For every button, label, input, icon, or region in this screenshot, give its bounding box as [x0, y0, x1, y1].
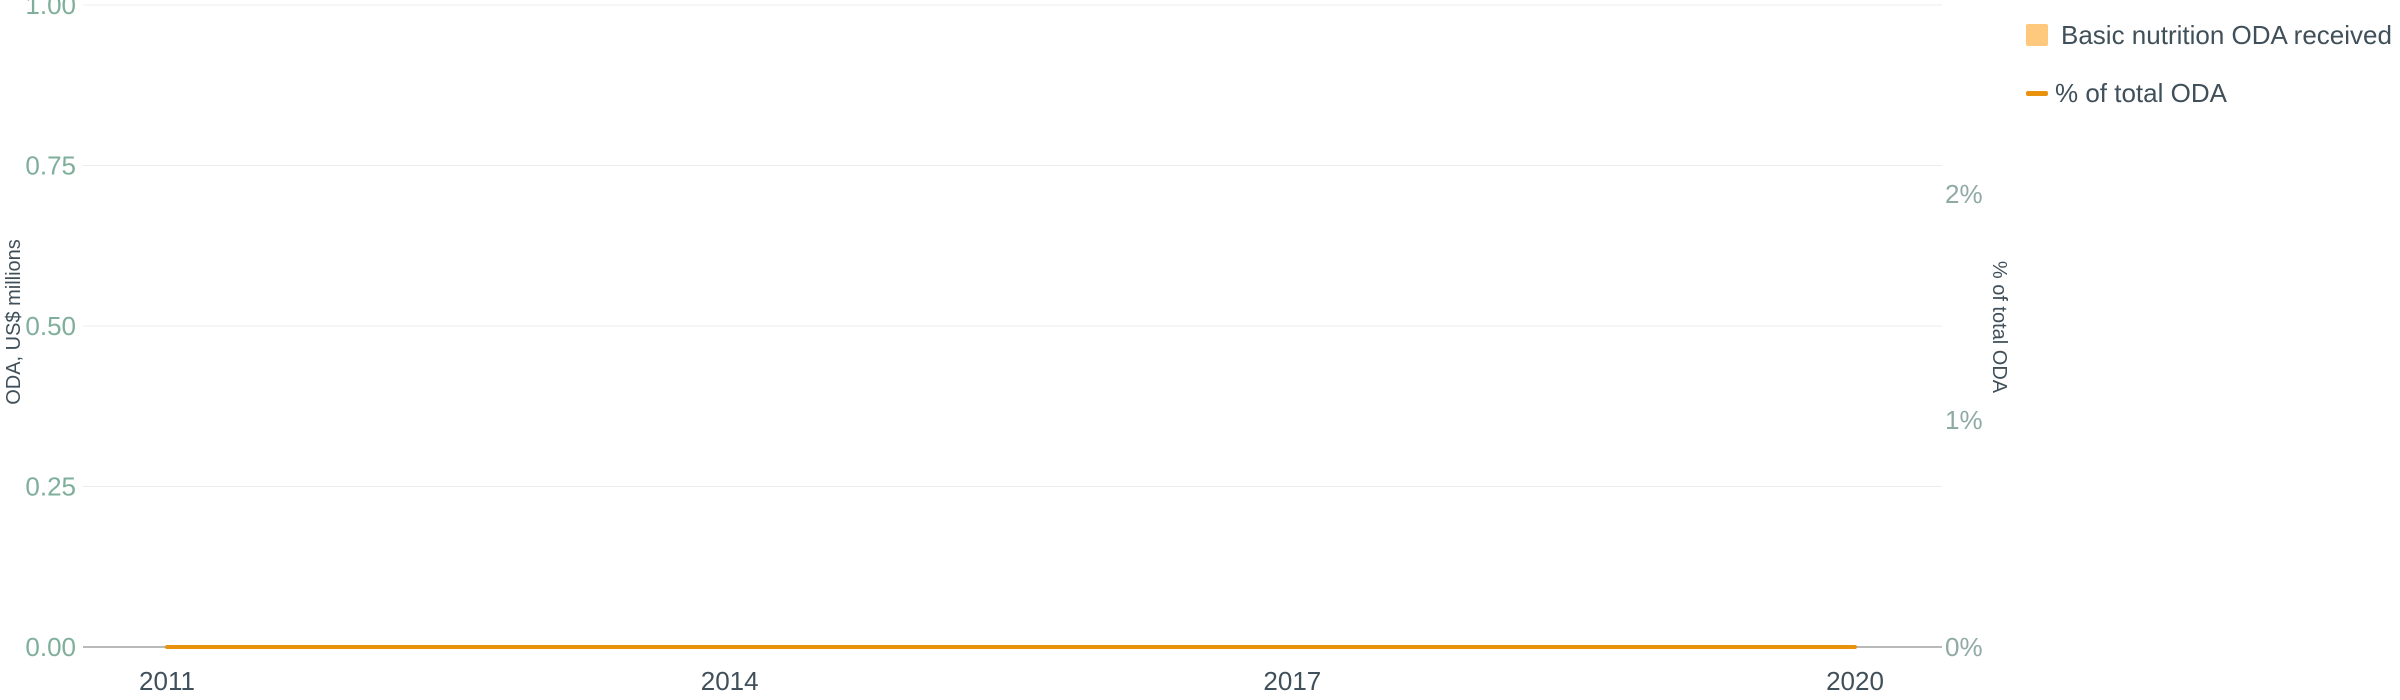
legend-label-line: % of total ODA [2055, 78, 2228, 108]
legend[interactable]: Basic nutrition ODA received % of total … [2026, 20, 2392, 108]
right-axis-ticks: 0% 1% 2% [1945, 179, 1983, 662]
right-tick-label: 1% [1945, 405, 1983, 435]
right-tick-label: 2% [1945, 179, 1983, 209]
legend-item-basic-nutrition[interactable]: Basic nutrition ODA received [2026, 20, 2392, 50]
legend-swatch-bar [2026, 24, 2048, 46]
left-tick-label: 0.00 [25, 632, 76, 662]
legend-label-bar: Basic nutrition ODA received [2061, 20, 2392, 50]
left-tick-label: 0.25 [25, 472, 76, 502]
legend-item-percent-total[interactable]: % of total ODA [2026, 78, 2228, 108]
x-tick-label: 2011 [139, 666, 195, 696]
grid-lines [83, 4, 1942, 648]
x-tick-label: 2020 [1826, 666, 1884, 696]
legend-swatch-line [2026, 91, 2048, 96]
right-tick-label: 0% [1945, 632, 1983, 662]
x-tick-label: 2014 [701, 666, 759, 696]
right-axis-title: % of total ODA [1988, 261, 2010, 394]
left-tick-label: 0.50 [25, 311, 76, 341]
x-tick-label: 2017 [1263, 666, 1321, 696]
x-axis-ticks: 2011 2014 2017 2020 [139, 666, 1884, 696]
left-axis-ticks: 0.00 0.25 0.50 0.75 1.00 [25, 0, 76, 662]
left-tick-label: 0.75 [25, 151, 76, 181]
left-tick-label: 1.00 [25, 0, 76, 20]
left-axis-title: ODA, US$ millions [3, 239, 25, 405]
